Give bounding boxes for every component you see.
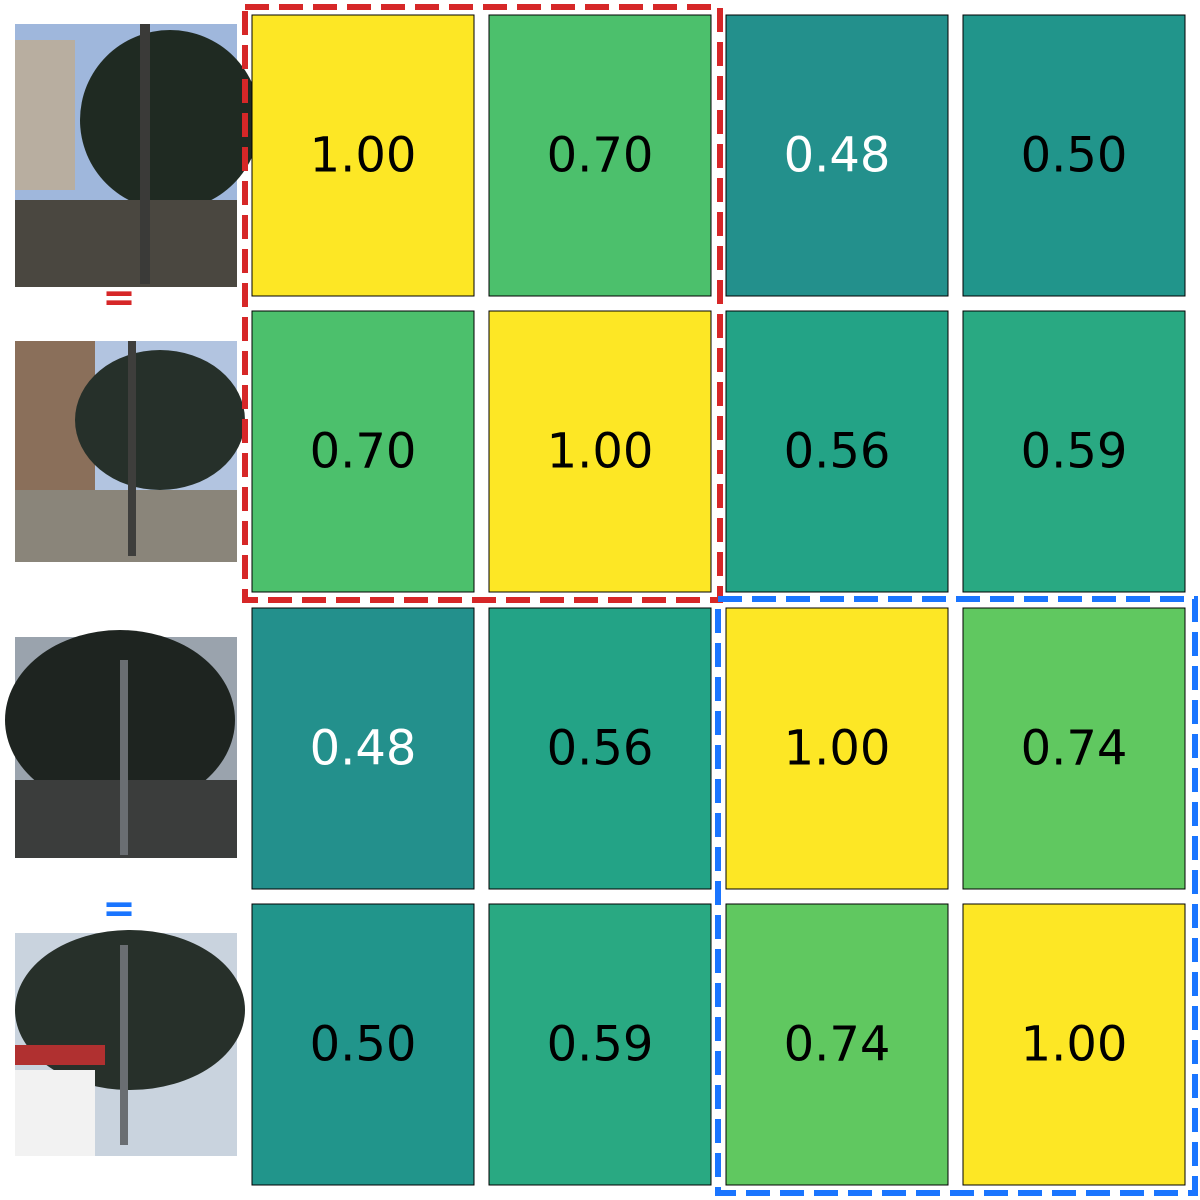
- cell-label: 0.74: [1021, 721, 1128, 777]
- photo-1: [15, 24, 260, 287]
- heatmap-cell: [962, 607, 1186, 890]
- cell-label: 0.48: [784, 128, 891, 184]
- cell-label: 0.59: [1021, 424, 1128, 480]
- heatmap-cell: [962, 310, 1186, 593]
- cell-label: 0.50: [1021, 128, 1128, 184]
- cell-label: 0.56: [784, 424, 891, 480]
- cell-label: 0.59: [547, 1017, 654, 1073]
- heatmap-cells: 1.00 0.70 0.48 0.50 0.70 1.00 0.56 0.59 0.48 0.56…: [251, 14, 1186, 1186]
- group-box-blue: [715, 596, 1198, 1196]
- heatmap-cell: [488, 14, 712, 297]
- cell-label: 0.74: [784, 1017, 891, 1073]
- cell-label: 1.00: [784, 721, 891, 777]
- heatmap-cell: [488, 310, 712, 593]
- heatmap-cell: [725, 14, 949, 297]
- heatmap-cell: [725, 310, 949, 593]
- heatmap-cell: [251, 607, 475, 890]
- cell-label: 0.50: [310, 1017, 417, 1073]
- cell-label: 1.00: [1021, 1017, 1128, 1073]
- heatmap-cell: [962, 14, 1186, 297]
- heatmap-cell: [251, 903, 475, 1186]
- cell-label: 0.70: [310, 424, 417, 480]
- heatmap-cell: [251, 14, 475, 297]
- cell-label: 1.00: [547, 424, 654, 480]
- pair-marker: =: [102, 275, 136, 321]
- group-box-red: [242, 4, 723, 603]
- heatmap-cell: [725, 903, 949, 1186]
- cell-label: 0.56: [547, 721, 654, 777]
- cell-label: 1.00: [310, 128, 417, 184]
- photo-2: [15, 341, 245, 562]
- heatmap-cell: [725, 607, 949, 890]
- pair-marker: =: [102, 886, 136, 932]
- photo-3: [5, 630, 237, 858]
- photo-4: [15, 930, 245, 1156]
- cell-label: 0.70: [547, 128, 654, 184]
- heatmap-cell: [962, 903, 1186, 1186]
- heatmap-cell: [251, 310, 475, 593]
- heatmap-cell: [488, 903, 712, 1186]
- heatmap-cell: [488, 607, 712, 890]
- cell-label: 0.48: [310, 721, 417, 777]
